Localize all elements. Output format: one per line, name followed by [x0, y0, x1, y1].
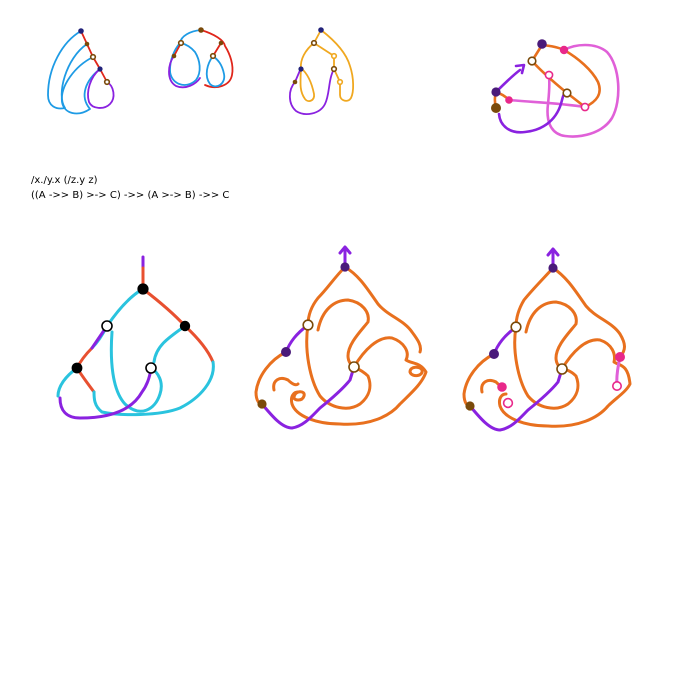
wire-red — [200, 29, 234, 88]
wire-purple — [260, 365, 356, 430]
node-ring — [502, 397, 514, 409]
node-ring — [209, 52, 217, 60]
wire-cyan — [152, 324, 187, 364]
large-diagram-2 — [254, 245, 428, 430]
node-ring — [330, 65, 338, 73]
small-diagram-1 — [47, 28, 115, 115]
wire-burnt-orange — [292, 390, 306, 402]
wire-cyan — [109, 330, 163, 413]
node-dot — [84, 41, 90, 47]
wire-orange — [313, 42, 341, 83]
node-ring — [330, 52, 338, 60]
wire-cyan — [92, 360, 215, 417]
node-dot — [292, 79, 298, 85]
node-dot — [171, 53, 177, 59]
node-dot — [257, 399, 267, 409]
node-dot — [218, 40, 224, 46]
node-ring — [611, 380, 622, 391]
arrow-head — [338, 245, 352, 255]
node-dot — [615, 352, 625, 362]
node-dot — [298, 66, 304, 72]
wire-blue — [61, 56, 101, 115]
node-dot — [559, 45, 569, 55]
node-ring — [580, 102, 590, 112]
node-ring — [510, 321, 522, 333]
large-diagram-1 — [56, 255, 215, 420]
wire-orange — [300, 29, 322, 69]
node-dot — [281, 347, 291, 357]
node-dot — [78, 28, 84, 34]
node-ring — [103, 78, 111, 86]
arrow-head — [546, 247, 560, 257]
wire-blue — [47, 30, 88, 110]
node-ring — [556, 363, 568, 375]
node-ring — [145, 362, 157, 374]
wire-burnt-orange — [498, 338, 632, 428]
node-dot — [491, 87, 501, 97]
node-dot — [537, 39, 547, 49]
wire-burnt-orange — [306, 265, 347, 327]
wire-burnt-orange — [551, 266, 626, 359]
wire-orange — [299, 67, 315, 102]
wire-purple — [58, 366, 153, 420]
wire-tomato — [141, 287, 215, 364]
node-ring — [302, 319, 314, 331]
node-dot — [489, 349, 499, 359]
wire-violet-pink — [507, 98, 587, 109]
wire-purple — [468, 367, 564, 432]
node-dot — [505, 96, 513, 104]
wire-purple — [494, 68, 522, 94]
node-ring — [348, 361, 360, 373]
small-diagram-4 — [491, 39, 620, 138]
node-dot — [465, 401, 475, 411]
node-dot — [71, 362, 83, 374]
lambda-term-caption: /x./y.x (/z.y z) — [31, 175, 98, 186]
node-dot — [179, 320, 191, 332]
node-ring — [177, 39, 185, 47]
wire-burnt-orange — [540, 43, 601, 109]
wire-purple — [288, 68, 335, 115]
wire-blue — [205, 55, 226, 88]
type-signature-caption: ((A ->> B) >-> C) ->> (A >-> B) ->> C — [31, 190, 230, 201]
node-dot — [491, 103, 501, 113]
node-ring — [336, 78, 344, 86]
node-ring — [89, 53, 97, 61]
node-ring — [562, 88, 572, 98]
node-dot — [318, 27, 324, 33]
wire-purple — [87, 68, 115, 109]
node-ring — [101, 320, 113, 332]
wire-violet-pink — [546, 43, 620, 138]
node-ring — [527, 56, 537, 66]
arrow-head — [514, 63, 526, 75]
wire-burnt-orange — [290, 336, 428, 426]
node-dot — [97, 66, 103, 72]
wire-burnt-orange — [408, 365, 424, 378]
wire-burnt-orange — [513, 325, 580, 410]
node-dot — [340, 262, 350, 272]
node-ring — [310, 39, 318, 47]
large-diagram-3 — [462, 247, 632, 432]
wire-burnt-orange — [343, 265, 422, 354]
wire-burnt-orange — [524, 300, 578, 371]
node-dot — [548, 263, 558, 273]
wire-burnt-orange — [305, 323, 372, 410]
wire-orange — [320, 29, 355, 102]
node-dot — [137, 283, 149, 295]
wire-burnt-orange — [272, 376, 300, 392]
node-dot — [198, 27, 204, 33]
wire-burnt-orange — [514, 266, 555, 329]
small-diagram-3 — [288, 27, 355, 115]
small-diagram-2 — [168, 27, 234, 89]
node-ring — [544, 70, 554, 80]
node-dot — [497, 382, 507, 392]
wire-burnt-orange — [530, 43, 587, 109]
wire-burnt-orange — [316, 298, 370, 369]
wire-purple — [168, 55, 201, 89]
